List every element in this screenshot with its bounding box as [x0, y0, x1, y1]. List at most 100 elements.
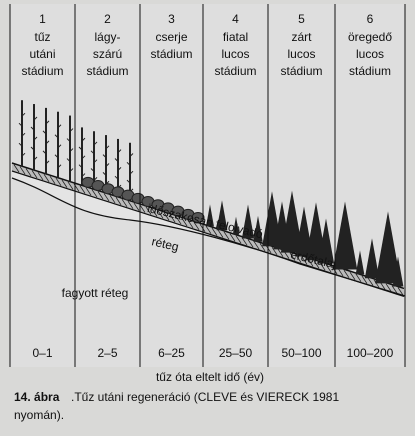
stage-number: 2 [104, 12, 111, 26]
hatch [25, 168, 32, 177]
hatch [13, 164, 20, 173]
caption-number: 14. ábra [14, 390, 60, 404]
stage-label: öregedő [348, 30, 392, 44]
spruce [232, 216, 240, 235]
hatch [277, 248, 284, 257]
snag-branch [54, 154, 59, 159]
stage-label: stádium [349, 64, 391, 78]
hatch [343, 270, 350, 279]
hatch [373, 279, 380, 288]
hatch [253, 241, 260, 250]
hatch [397, 287, 404, 296]
hatch [121, 198, 128, 208]
hatch [169, 214, 176, 223]
caption-line: .Tűz utáni regeneráció (CLEVE és VIERECK… [71, 390, 339, 404]
hatch [37, 172, 44, 181]
hatch [349, 271, 356, 280]
snag-branch [66, 138, 71, 142]
shrub [191, 212, 205, 224]
hatch [391, 285, 398, 294]
hatch [259, 243, 266, 252]
stage-label: lucos [356, 47, 384, 61]
hatch [229, 233, 236, 242]
stage-number: 4 [232, 12, 239, 26]
hatch [241, 237, 248, 246]
stage-label: lucos [287, 47, 315, 61]
hatch [325, 264, 332, 273]
stage-number: 1 [39, 12, 46, 26]
hatch [235, 235, 242, 244]
snag-branch [21, 132, 26, 137]
hatch [175, 216, 182, 225]
snag-branch [54, 134, 59, 139]
snag-branch [93, 159, 98, 164]
snag-branch [129, 170, 134, 175]
hatch [205, 225, 212, 234]
stage-label: fiatal [223, 30, 248, 44]
snag-branch [30, 146, 35, 151]
snag-branch [57, 144, 62, 149]
hatch [181, 218, 188, 227]
spruce [216, 200, 228, 231]
stage-label: utáni [29, 47, 55, 61]
snag-branch [126, 179, 131, 184]
hatch [289, 252, 296, 261]
snag-branch [93, 177, 98, 181]
hatch [97, 191, 104, 200]
stage-label: lágy- [94, 30, 120, 44]
snag-branch [45, 160, 50, 165]
spruce [375, 211, 401, 284]
hatch [271, 246, 278, 256]
snag-branch [45, 140, 50, 145]
stage-label: stádium [21, 64, 63, 78]
stage-label: stádium [214, 64, 256, 78]
hatch [301, 256, 308, 265]
stage-label: cserje [155, 30, 187, 44]
snag-branch [18, 122, 23, 127]
spruce [253, 215, 263, 242]
snag-branch [69, 148, 74, 152]
hatch [43, 174, 50, 183]
snag-branch [57, 124, 62, 129]
spruce [206, 204, 214, 227]
snag-branch [66, 158, 71, 162]
hatch [217, 229, 224, 238]
snag-branch [102, 172, 107, 176]
snag-branch [45, 120, 50, 125]
year-range: 100–200 [347, 346, 394, 360]
axis-label: tűz óta eltelt idő (év) [156, 370, 264, 384]
snag-branch [69, 128, 74, 132]
hatch [145, 206, 152, 215]
stage-label: stádium [86, 64, 128, 78]
hatch [19, 166, 26, 175]
hatch [61, 179, 68, 188]
year-range: 2–5 [97, 346, 117, 360]
stage-number: 5 [298, 12, 305, 26]
year-range: 25–50 [219, 346, 253, 360]
stage-label: lucos [221, 47, 249, 61]
snag-branch [33, 136, 38, 141]
permafrost-line [11, 177, 406, 297]
snag-branch [129, 153, 134, 157]
layer-label: fagyott réteg [62, 286, 129, 300]
spruce [364, 238, 380, 279]
snag-branch [33, 116, 38, 121]
hatch [313, 260, 320, 269]
snag-branch [117, 149, 122, 153]
year-range: 0–1 [32, 346, 52, 360]
hatch [247, 239, 254, 248]
snag-branch [57, 164, 62, 169]
snag-branch [81, 137, 86, 142]
stage-label: stádium [280, 64, 322, 78]
hatch [151, 208, 158, 217]
snag-branch [102, 154, 107, 159]
spruce [355, 250, 365, 275]
layer-label: réteg [150, 234, 180, 254]
hatch [361, 275, 368, 284]
snag-branch [93, 141, 98, 146]
hatch [355, 273, 362, 282]
snag-branch [33, 156, 38, 161]
snag-branch [81, 155, 86, 160]
hatch [193, 222, 200, 231]
